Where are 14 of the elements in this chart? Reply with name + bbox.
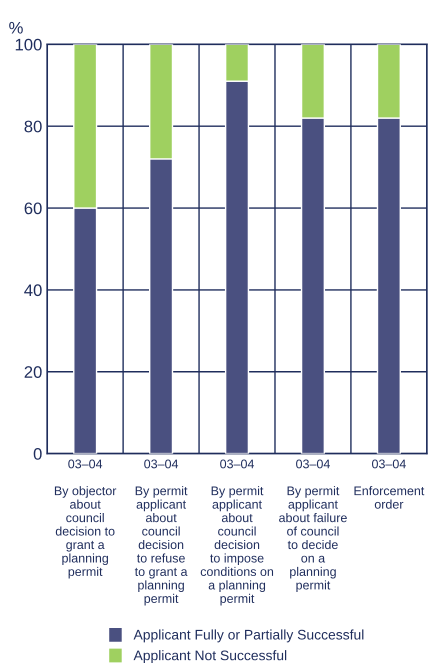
y-tick-label: 100 xyxy=(16,38,42,51)
y-tick-label: 60 xyxy=(24,202,42,214)
category-label: 03–04 By permit applicant about failure of council to decide on a planning permit xyxy=(279,459,347,592)
y-axis-title: % xyxy=(9,22,23,34)
category-label: 03–04 By permit applicant about council decision to refuse to grant a planning permit xyxy=(134,459,188,606)
y-tick-label: 0 xyxy=(34,448,42,460)
category-label: 03–04 By permit applicant about council decision to impose conditions on a planning permit xyxy=(200,459,274,606)
y-tick-label: 80 xyxy=(24,120,42,132)
y-tick-label: 20 xyxy=(24,366,42,378)
legend-label: Applicant Fully or Partially Successful xyxy=(134,629,364,642)
y-tick-label: 40 xyxy=(24,284,42,296)
category-label: 03–04 Enforcement order xyxy=(354,459,424,509)
legend-label: Applicant Not Successful xyxy=(134,650,286,664)
category-label: 03–04 By objector about council decision to grant a planning permit xyxy=(54,459,116,579)
